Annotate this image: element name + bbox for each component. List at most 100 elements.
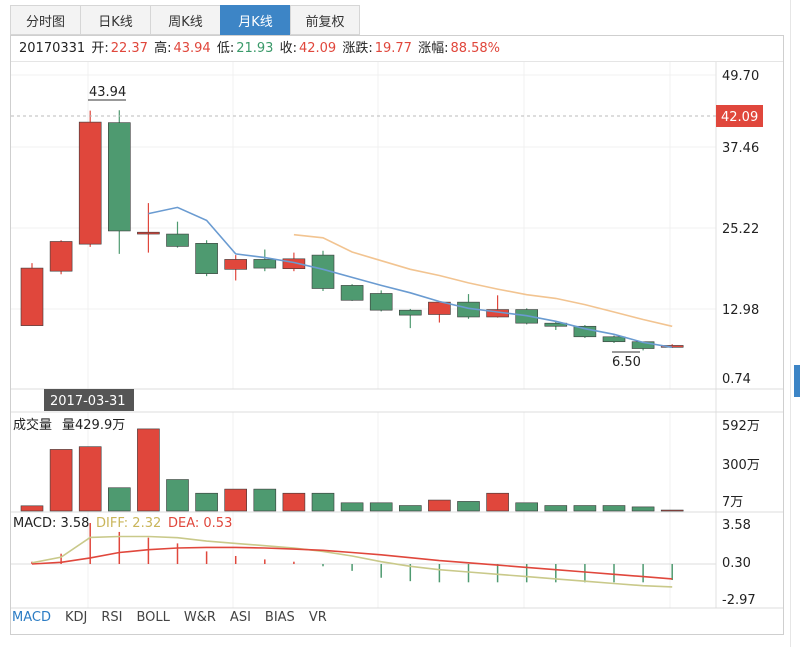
ohlc-info-bar: 20170331 开: 22.37 高: 43.94 低: 21.93 收: 42.09…	[11, 36, 783, 62]
period-tabs: 分时图 日K线 周K线 月K线 前复权	[10, 5, 360, 35]
volume-bar	[311, 492, 335, 512]
candle-body	[20, 267, 44, 326]
volume-bar	[486, 492, 509, 512]
indicator-tab-wr[interactable]: W&R	[183, 610, 216, 625]
volume-bar	[457, 501, 480, 512]
candle-body	[398, 309, 422, 316]
candle-body	[137, 231, 160, 235]
indicator-tabs: MACD KDJ RSI BOLL W&R ASI BIAS VR	[12, 610, 341, 625]
volume-bar	[137, 428, 160, 512]
high-value: 43.94	[173, 41, 211, 56]
volume-bar	[515, 502, 539, 512]
macd-layer	[11, 523, 716, 588]
indicator-tab-bias[interactable]: BIAS	[264, 610, 295, 625]
diff-value: DIFF: 2.32	[96, 516, 161, 531]
close-value: 42.09	[298, 41, 337, 56]
tab-forward-adjusted[interactable]: 前复权	[290, 5, 360, 35]
volume-bars-layer	[20, 428, 684, 512]
tab-intraday[interactable]: 分时图	[10, 5, 80, 35]
current-price-tag: 42.09	[721, 110, 758, 125]
candle-body	[49, 241, 73, 272]
macd-tick-3: -2.97	[722, 593, 756, 608]
indicator-tab-boll[interactable]: BOLL	[136, 610, 170, 625]
candle-body	[369, 293, 393, 311]
chart-frame: 20170331 开: 22.37 高: 43.94 低: 21.93 收: 42.09…	[10, 35, 784, 635]
candle-body	[224, 259, 247, 270]
volume-bar	[428, 499, 451, 512]
indicator-tab-asi[interactable]: ASI	[229, 610, 251, 625]
page-divider	[790, 0, 791, 647]
volume-bar	[398, 505, 422, 512]
volume-bar	[369, 502, 393, 512]
volume-tick-2: 300万	[722, 458, 760, 473]
volume-tick-3: 7万	[722, 495, 743, 510]
change-label: 涨跌:	[342, 41, 373, 56]
high-label: 高:	[154, 41, 172, 56]
change-value: 19.77	[374, 41, 412, 56]
crosshair-date: 2017-03-31	[50, 394, 126, 409]
price-tick-5: 0.74	[722, 372, 751, 387]
current-price-tag-bg	[716, 105, 763, 127]
volume-bar	[253, 488, 277, 512]
volume-bar	[20, 505, 44, 512]
tab-daily-k[interactable]: 日K线	[80, 5, 150, 35]
dea-line	[31, 546, 673, 580]
min-annotation: 6.50	[612, 355, 641, 370]
tab-weekly-k[interactable]: 周K线	[150, 5, 220, 35]
volume-bar	[166, 479, 189, 512]
candle-body	[660, 345, 684, 348]
close-label: 收:	[279, 41, 297, 56]
candle-body	[340, 285, 364, 301]
indicator-tab-vr[interactable]: VR	[308, 610, 327, 625]
indicator-tab-rsi[interactable]: RSI	[101, 610, 123, 625]
candles-layer	[20, 110, 684, 351]
volume-bar	[602, 505, 626, 512]
volume-bar	[49, 449, 73, 512]
candle-body	[282, 258, 306, 270]
ma10-line	[293, 233, 673, 328]
volume-bar	[108, 487, 131, 512]
candle-body	[195, 243, 218, 274]
indicator-tab-macd[interactable]: MACD	[12, 610, 51, 625]
volume-bar	[660, 509, 684, 512]
tab-monthly-k[interactable]: 月K线	[220, 5, 290, 35]
info-date: 20170331	[19, 41, 86, 56]
volume-tick-1: 592万	[722, 419, 760, 434]
max-annotation: 43.94	[89, 85, 126, 100]
ma5-line	[148, 206, 673, 349]
volume-bar	[195, 492, 218, 512]
volume-bar	[78, 446, 102, 512]
low-value: 21.93	[236, 41, 274, 56]
price-tick-2: 37.46	[722, 141, 759, 156]
macd-value: MACD: 3.58	[13, 516, 89, 531]
crosshair-date-bg	[44, 389, 134, 411]
indicator-tab-kdj[interactable]: KDJ	[64, 610, 88, 625]
candle-body	[166, 233, 189, 247]
volume-bar	[340, 502, 364, 512]
low-label: 低:	[216, 41, 235, 56]
candle-body	[253, 259, 277, 269]
volume-bar	[631, 506, 655, 512]
price-tick-1: 49.70	[722, 69, 759, 84]
dea-value: DEA: 0.53	[168, 516, 232, 531]
volume-bar	[282, 492, 306, 512]
price-tick-4: 12.98	[722, 303, 759, 318]
volume-bar	[573, 505, 597, 512]
volume-bar	[224, 488, 247, 512]
candle-body	[602, 336, 626, 343]
volume-label: 成交量	[13, 417, 52, 433]
macd-tick-1: 3.58	[722, 518, 751, 533]
open-label: 开:	[91, 41, 109, 56]
macd-tick-2: 0.30	[722, 556, 751, 571]
diff-line	[31, 535, 673, 588]
side-scroll-marker[interactable]	[794, 365, 800, 397]
candle-body	[108, 122, 131, 232]
price-tick-3: 25.22	[722, 222, 759, 237]
volume-value: 量429.9万	[62, 418, 125, 433]
moving-averages	[148, 206, 673, 349]
pct-label: 涨幅:	[418, 41, 449, 56]
pct-value: 88.58%	[450, 41, 501, 56]
volume-bar	[544, 505, 568, 512]
candle-body	[573, 325, 597, 338]
